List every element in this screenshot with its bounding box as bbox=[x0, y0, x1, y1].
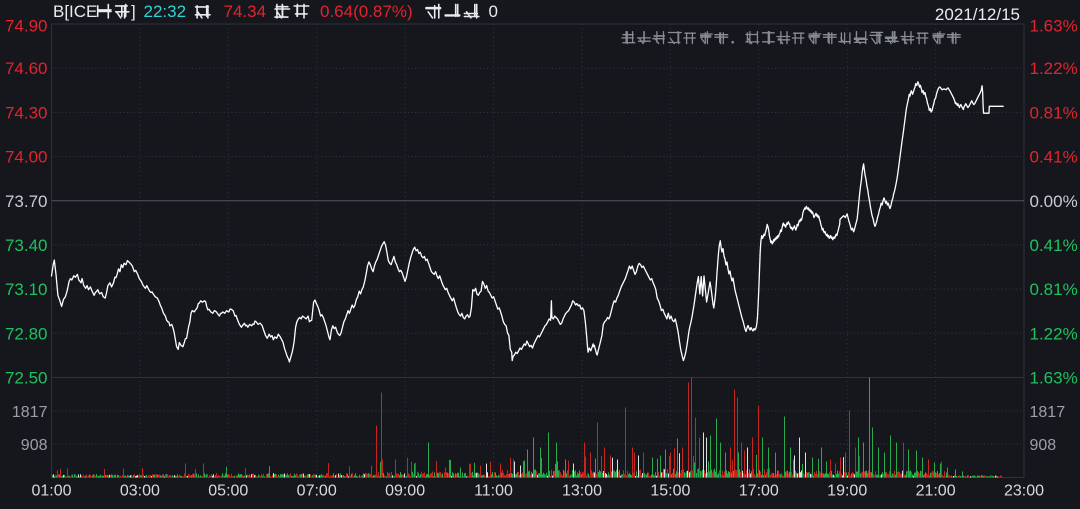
svg-text:0.64(0.87%): 0.64(0.87%) bbox=[320, 2, 413, 21]
svg-text:74.90: 74.90 bbox=[5, 17, 48, 36]
svg-text:73.40: 73.40 bbox=[5, 236, 48, 255]
svg-text:]: ] bbox=[131, 2, 136, 21]
svg-text:11:00: 11:00 bbox=[474, 483, 513, 500]
svg-text:09:00: 09:00 bbox=[385, 483, 425, 500]
svg-text:908: 908 bbox=[1030, 437, 1057, 454]
svg-text:05:00: 05:00 bbox=[208, 483, 248, 500]
svg-text:22:32: 22:32 bbox=[144, 2, 187, 21]
svg-text:B[ICE: B[ICE bbox=[53, 2, 97, 21]
svg-text:908: 908 bbox=[21, 437, 48, 454]
svg-text:0: 0 bbox=[489, 2, 498, 21]
svg-text:17:00: 17:00 bbox=[739, 483, 779, 500]
svg-text:73.70: 73.70 bbox=[5, 192, 48, 211]
svg-text:0.81%: 0.81% bbox=[1030, 280, 1078, 299]
svg-text:1817: 1817 bbox=[12, 404, 48, 421]
svg-text:1.63%: 1.63% bbox=[1030, 369, 1078, 388]
svg-text:01:00: 01:00 bbox=[31, 483, 71, 500]
svg-text:1.22%: 1.22% bbox=[1030, 324, 1078, 343]
svg-text:1.63%: 1.63% bbox=[1030, 17, 1078, 36]
svg-text:0.81%: 0.81% bbox=[1030, 103, 1078, 122]
svg-text:72.80: 72.80 bbox=[5, 324, 48, 343]
svg-text:2021/12/15: 2021/12/15 bbox=[935, 5, 1020, 24]
svg-text:74.00: 74.00 bbox=[5, 148, 48, 167]
svg-text:1.22%: 1.22% bbox=[1030, 59, 1078, 78]
svg-text:72.50: 72.50 bbox=[5, 369, 48, 388]
svg-text:0.41%: 0.41% bbox=[1030, 148, 1078, 167]
svg-text:07:00: 07:00 bbox=[297, 483, 337, 500]
svg-text:03:00: 03:00 bbox=[120, 483, 160, 500]
svg-text:0.00%: 0.00% bbox=[1030, 192, 1078, 211]
svg-text:0.41%: 0.41% bbox=[1030, 236, 1078, 255]
svg-text:1817: 1817 bbox=[1030, 404, 1066, 421]
svg-text:74.34: 74.34 bbox=[224, 2, 267, 21]
svg-text:19:00: 19:00 bbox=[827, 483, 867, 500]
svg-text:13:00: 13:00 bbox=[562, 483, 602, 500]
svg-text:74.60: 74.60 bbox=[5, 59, 48, 78]
svg-text:21:00: 21:00 bbox=[916, 483, 956, 500]
svg-text:23:00: 23:00 bbox=[1004, 483, 1044, 500]
svg-text:15:00: 15:00 bbox=[650, 483, 690, 500]
svg-text:73.10: 73.10 bbox=[5, 280, 48, 299]
svg-text:74.30: 74.30 bbox=[5, 103, 48, 122]
